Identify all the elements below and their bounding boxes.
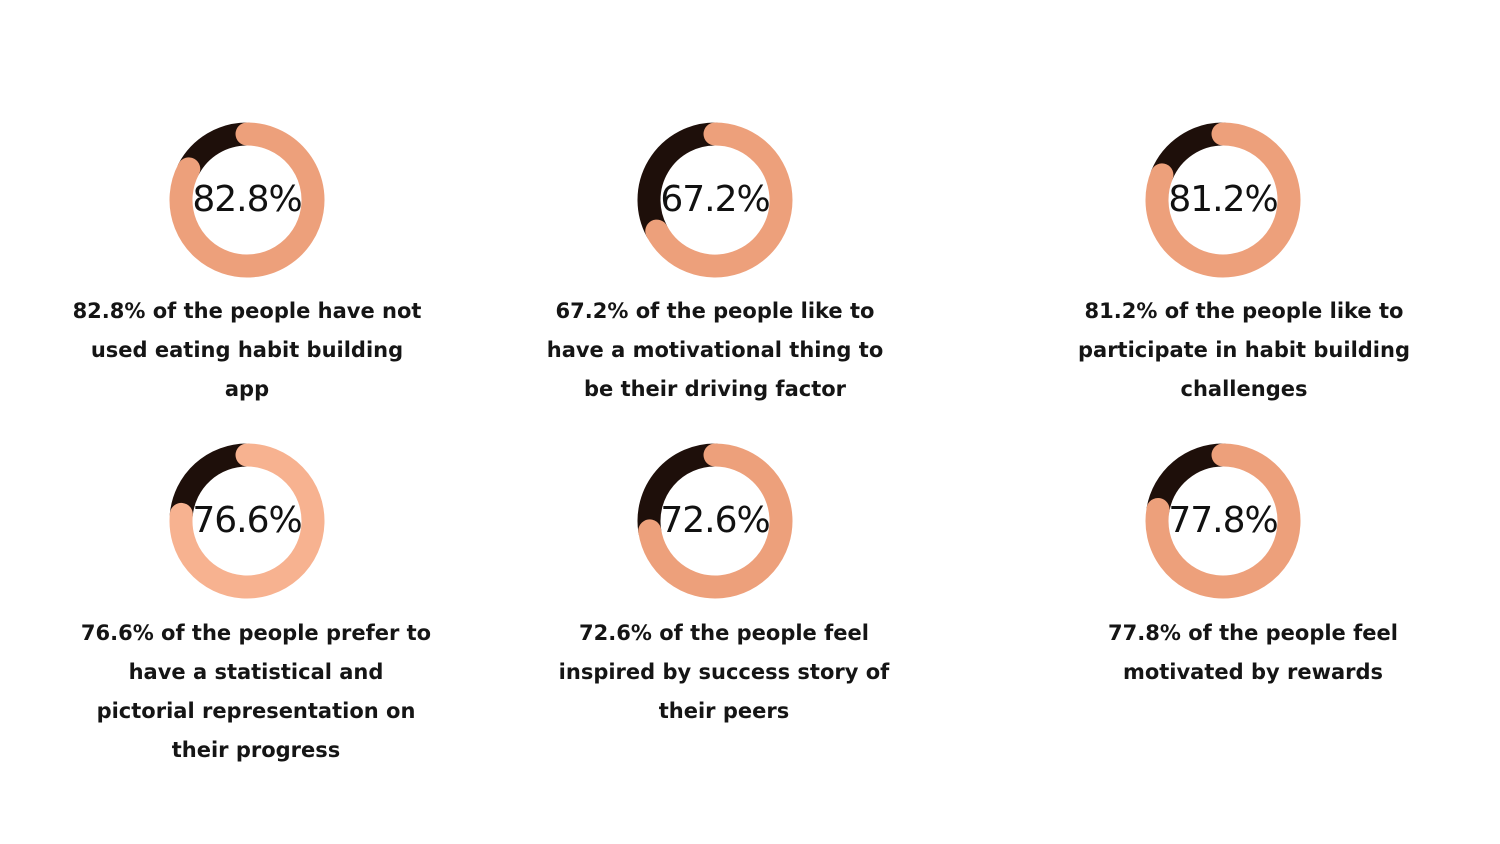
donut-5-main-slice: [638, 443, 793, 599]
caption-2: 67.2% of the people like to have a motiv…: [546, 299, 884, 401]
caption-6: 77.8% of the people feel motivated by re…: [1108, 621, 1398, 684]
caption-4: 76.6% of the people prefer to have a sta…: [80, 621, 432, 762]
donut-svg-6: [1145, 443, 1301, 599]
donut-4-main-slice: [169, 443, 325, 599]
donut-2-main-slice: [645, 122, 793, 278]
donut-5-value-label: 72.6%: [660, 500, 770, 541]
donut-chart-2: 67.2%: [635, 120, 795, 280]
donut-1-main-slice: [169, 122, 325, 278]
donut-3-main-slice: [1145, 122, 1301, 278]
donut-3-value-label: 81.2%: [1168, 179, 1278, 220]
donut-chart-6: 77.8%: [1143, 441, 1303, 601]
donut-svg-2: [637, 122, 793, 278]
donut-6-main-slice: [1145, 443, 1301, 599]
donut-5-remainder-slice: [637, 443, 727, 543]
donut-svg-3: [1145, 122, 1301, 278]
donut-svg-5: [637, 443, 793, 599]
donut-2-value-label: 67.2%: [660, 179, 770, 220]
donut-6-value-label: 77.8%: [1168, 500, 1278, 541]
donut-chart-1: 82.8%: [167, 120, 327, 280]
donut-svg-1: [169, 122, 325, 278]
donut-4-remainder-slice: [169, 443, 259, 526]
caption-3: 81.2% of the people like to participate …: [1078, 299, 1410, 401]
donut-svg-4: [169, 443, 325, 599]
donut-chart-5: 72.6%: [635, 441, 795, 601]
donut-1-value-label: 82.8%: [192, 179, 302, 220]
caption-5: 72.6% of the people feel inspired by suc…: [558, 621, 890, 723]
donut-chart-4: 76.6%: [167, 441, 327, 601]
donut-2-remainder-slice: [637, 122, 727, 243]
caption-1: 82.8% of the people have not used eating…: [72, 299, 422, 401]
donut-4-value-label: 76.6%: [192, 500, 302, 541]
donut-chart-3: 81.2%: [1143, 120, 1303, 280]
